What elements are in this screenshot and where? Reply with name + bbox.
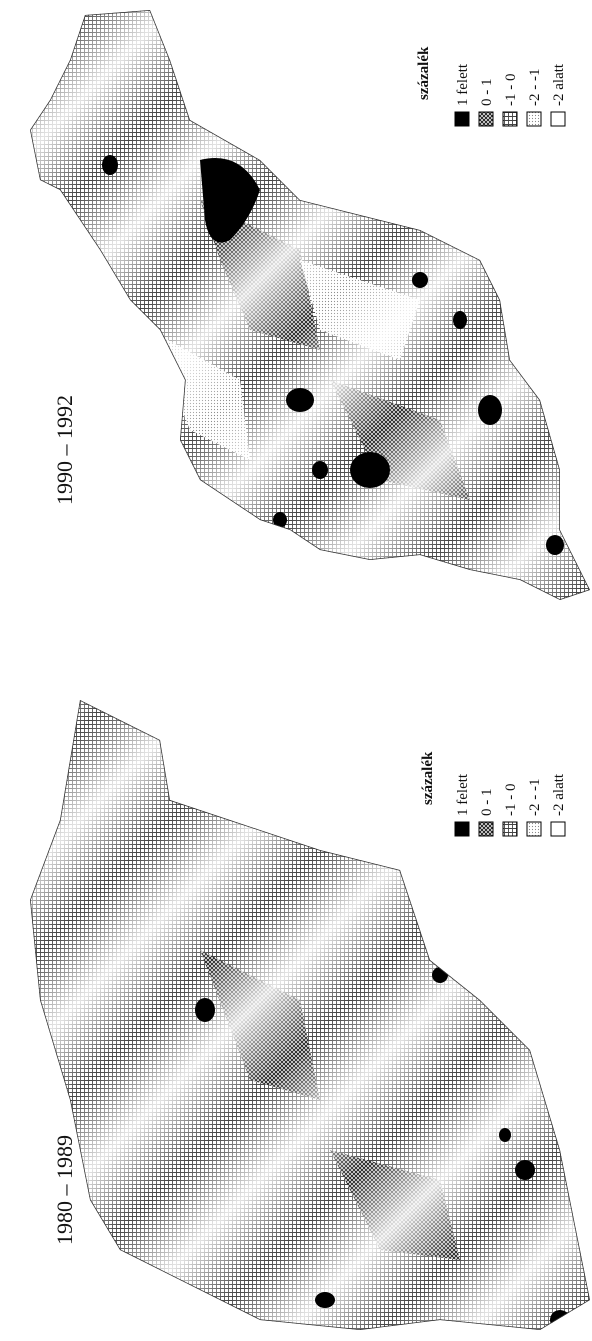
legend-swatch [550, 111, 566, 127]
legend-label: 0 - 1 [479, 79, 495, 107]
map-1980 [30, 700, 590, 1330]
legend-swatch [502, 111, 518, 127]
legend-label: -2 alatt [551, 773, 567, 816]
legend-swatch [478, 821, 494, 837]
legend-swatch [454, 111, 470, 127]
legend-label: 0 - 1 [479, 789, 495, 817]
map-title: 1980 – 1989 [52, 1135, 77, 1245]
legend-label: 1 felett [455, 63, 471, 106]
legend-swatch [526, 111, 542, 127]
legend-label: -1 - 0 [503, 784, 519, 817]
legend-swatch [478, 111, 494, 127]
legend-swatch [526, 821, 542, 837]
legend-label: -2 - -1 [527, 779, 543, 817]
legend-swatch [454, 821, 470, 837]
legend-swatch [550, 821, 566, 837]
legend-label: -1 - 0 [503, 74, 519, 107]
legend-title: százalék [420, 751, 436, 805]
legend-swatch [502, 821, 518, 837]
legend-label: 1 felett [455, 773, 471, 816]
legend-label: -2 - -1 [527, 69, 543, 107]
legend-title: százalék [416, 46, 432, 100]
map-title: 1990 – 1992 [52, 395, 77, 505]
legend-label: -2 alatt [551, 63, 567, 106]
